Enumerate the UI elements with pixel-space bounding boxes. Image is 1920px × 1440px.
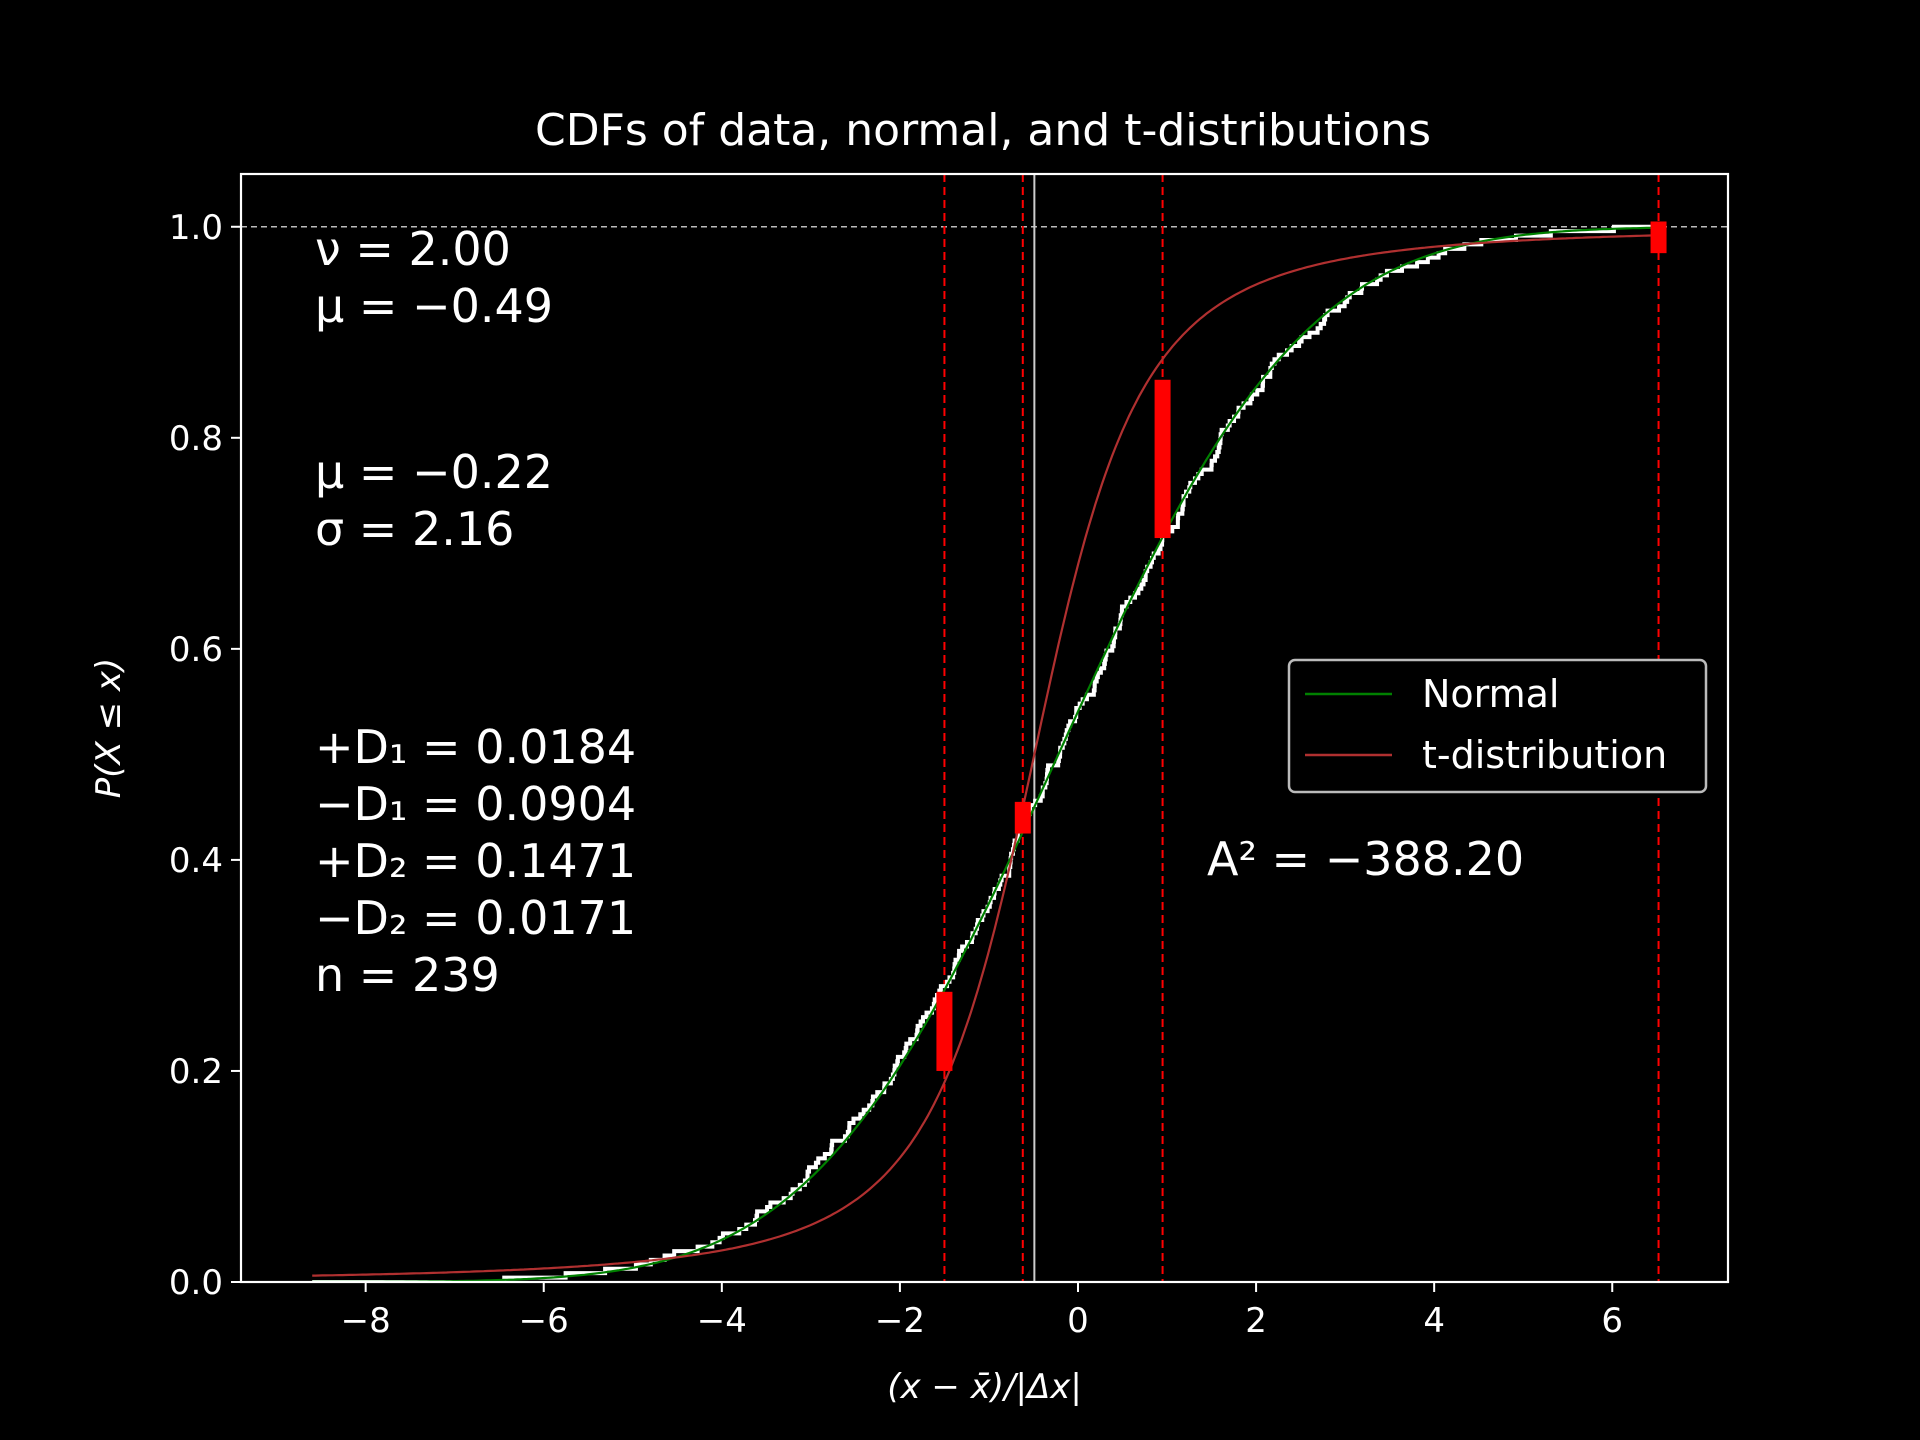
- x-tick-label-4: 0: [1067, 1301, 1089, 1341]
- annot-d2-plus: +D₂ = 0.1471: [315, 834, 636, 888]
- legend: Normal t-distribution: [1287, 658, 1708, 794]
- t-cdf-line: [312, 234, 1657, 1277]
- annot-n: n = 239: [315, 948, 500, 1002]
- axes-frame: [239, 172, 1730, 1284]
- annot-mu-normal: μ = −0.22: [315, 445, 553, 499]
- y-tick-label-1: 0.2: [169, 1052, 223, 1092]
- x-tick-label-0: −8: [341, 1301, 391, 1341]
- ks-bar-2: [1154, 379, 1171, 539]
- empirical-cdf-line: [312, 224, 1657, 1282]
- annotations: ν = 2.00 μ = −0.49 μ = −0.22 σ = 2.16 +D…: [315, 222, 1524, 1002]
- x-tick-label-1: −6: [519, 1301, 569, 1341]
- y-tick-label-4: 0.8: [169, 419, 223, 459]
- y-tick-label-3: 0.6: [169, 630, 223, 670]
- plot-area: −8 −6 −4 −2 0 2 4 6 0.0 0.2 0.4 0.6 0.8 1.0 (x − x̄)/|…: [89, 172, 1730, 1407]
- y-tick-label-5: 1.0: [169, 208, 223, 248]
- annot-d1-plus: +D₁ = 0.0184: [315, 720, 636, 774]
- chart-title: CDFs of data, normal, and t-distribution…: [535, 105, 1431, 156]
- annot-sigma: σ = 2.16: [315, 502, 514, 556]
- y-tick-label-2: 0.4: [169, 841, 223, 881]
- y-tick-label-0: 0.0: [169, 1263, 223, 1303]
- legend-label-normal: Normal: [1422, 672, 1560, 716]
- normal-cdf-line: [312, 226, 1657, 1282]
- x-tick-label-5: 2: [1245, 1301, 1267, 1341]
- ks-bar-0: [936, 991, 953, 1071]
- x-tick-label-6: 4: [1423, 1301, 1445, 1341]
- annot-nu: ν = 2.00: [315, 222, 511, 276]
- annot-a2: A² = −388.20: [1207, 832, 1524, 886]
- annot-mu-t: μ = −0.49: [315, 279, 553, 333]
- ks-bar-3: [1650, 221, 1667, 254]
- annot-d1-minus: −D₁ = 0.0904: [315, 777, 636, 831]
- y-axis-label: P(X ≤ x): [89, 658, 129, 799]
- legend-box: [1287, 658, 1708, 794]
- x-tick-label-3: −2: [875, 1301, 925, 1341]
- ks-bar-1: [1014, 801, 1031, 834]
- x-tick-label-2: −4: [697, 1301, 747, 1341]
- plot-clip-group: [241, 174, 1728, 1282]
- legend-label-t: t-distribution: [1422, 733, 1667, 777]
- x-tick-label-7: 6: [1601, 1301, 1623, 1341]
- annot-d2-minus: −D₂ = 0.0171: [315, 891, 636, 945]
- x-axis-label: (x − x̄)/|Δx|: [887, 1367, 1082, 1407]
